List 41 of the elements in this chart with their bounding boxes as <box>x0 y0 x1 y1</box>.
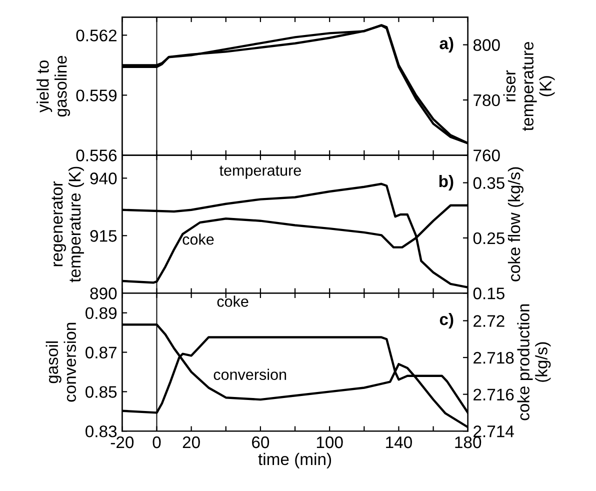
y2-tick-label: 2.72 <box>474 315 504 327</box>
y2-axis-title: coke production (kg/s) <box>517 304 551 420</box>
series-label: conversion <box>214 368 286 380</box>
y2-tick-label: 2.716 <box>474 388 514 401</box>
y-tick-label: 0.85 <box>86 386 117 398</box>
x-tick-label: 60 <box>252 436 270 448</box>
annotation: b) <box>439 174 454 191</box>
y-tick-label: 0.89 <box>86 307 117 320</box>
y2-tick-label: 760 <box>474 150 500 162</box>
x-tick-label: 180 <box>455 436 482 448</box>
y2-tick-label: 0.15 <box>473 288 504 300</box>
y-tick-label: 0.562 <box>76 30 116 42</box>
y-tick-label: 0.559 <box>76 90 117 102</box>
annotation: c) <box>440 312 454 328</box>
y-tick-label: 940 <box>90 172 117 184</box>
y2-axis-title: riser temperature (K) <box>503 42 555 131</box>
y-tick-label: 0.87 <box>86 346 116 358</box>
y2-tick-label: 2.714 <box>474 426 514 438</box>
y-tick-label: 890 <box>90 288 117 300</box>
x-tick-label: 0 <box>152 436 161 448</box>
series-label: coke <box>217 296 248 307</box>
x-tick-label: 140 <box>386 436 412 448</box>
y2-tick-label: 2.718 <box>474 352 514 364</box>
y-axis-title: regenerator temperature (K) <box>52 166 84 282</box>
series-label: temperature <box>220 166 301 179</box>
y-tick-label: 915 <box>90 230 117 242</box>
x-tick-label: 20 <box>182 436 200 448</box>
y2-axis-title: coke flow (kg/s) <box>508 167 524 282</box>
x-tick-label: -20 <box>110 436 134 448</box>
y-tick-label: 0.556 <box>76 150 117 162</box>
y2-tick-label: 780 <box>474 94 500 106</box>
series-label: coke <box>182 234 214 245</box>
annotation: a) <box>440 37 454 53</box>
y-axis-title: gasoil conversion <box>46 322 76 402</box>
x-tick-label: 100 <box>316 436 343 448</box>
y-tick-label: 0.83 <box>86 426 117 438</box>
y2-tick-label: 0.25 <box>473 232 504 244</box>
y2-tick-label: 800 <box>473 39 500 51</box>
x-axis-title: time (min) <box>258 452 332 468</box>
y2-tick-label: 0.35 <box>473 177 504 189</box>
y-axis-title: yield to gasoline <box>36 56 70 117</box>
